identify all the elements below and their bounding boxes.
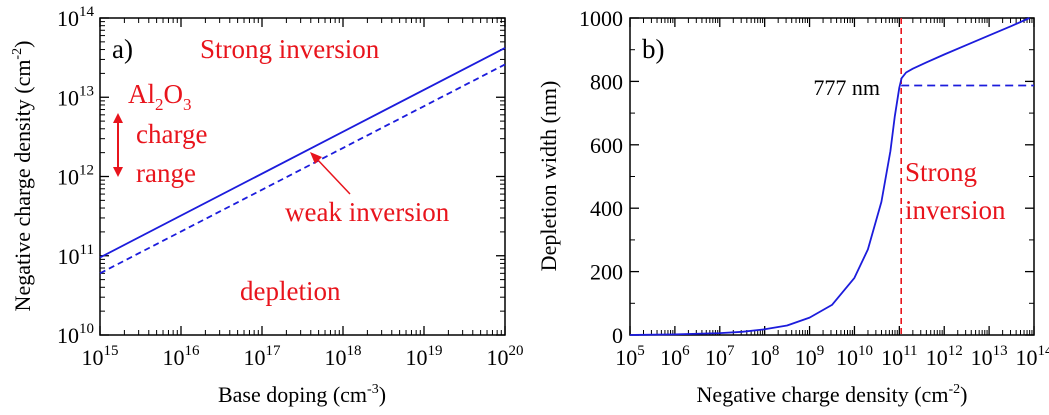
- annotation-inversion: inversion: [905, 195, 1006, 225]
- y-tick-label-a: 1012: [57, 163, 94, 190]
- x-tick-label-a: 1016: [163, 343, 201, 370]
- x-tick-label-b: 109: [795, 343, 825, 370]
- y-tick-label-b: 1000: [579, 6, 623, 31]
- series-group-b: [629, 17, 1034, 336]
- panel-a: 1015 1016 1017 1018 1019 1020 101010111012101…: [10, 4, 524, 407]
- y-axis-ticks-a: 1010 1011 1012 1013 1014: [57, 4, 505, 348]
- y-tick-label-a: 1014: [57, 4, 95, 31]
- panel-label-b: b): [642, 34, 665, 64]
- annotation-strong: Strong: [905, 157, 977, 187]
- x-tick-label-a: 1015: [82, 343, 119, 370]
- y-tick-label-a: 1010: [57, 321, 94, 348]
- y-axis-label-a: Negative charge density (cm-2): [10, 41, 35, 312]
- y-tick-label-a: 1011: [58, 242, 94, 269]
- x-tick-label-a: 1019: [406, 343, 443, 370]
- y-axis-ticks-b: 0 200 400 600 800 1000: [579, 6, 1034, 348]
- x-tick-label-b: 1011: [881, 343, 917, 370]
- y-axis-label-b: Depletion width (nm): [536, 81, 561, 272]
- panel-label-a: a): [112, 34, 133, 64]
- x-tick-label-b: 107: [705, 343, 735, 370]
- annotation-depletion: depletion: [240, 276, 341, 306]
- x-tick-label-b: 106: [660, 343, 690, 370]
- x-axis-ticks-a: 1015 1016 1017 1018 1019 1020: [82, 18, 524, 370]
- x-axis-label-a: Base doping (cm-3): [218, 382, 386, 407]
- series-line-dashed: [99, 63, 506, 275]
- y-tick-label-a: 1013: [57, 83, 94, 110]
- x-tick-label-b: 1013: [971, 343, 1008, 370]
- x-tick-label-a: 1017: [244, 343, 282, 370]
- y-tick-label-b: 400: [590, 196, 623, 221]
- annotation-range: range: [136, 158, 196, 188]
- annotation-strong-inversion: Strong inversion: [200, 34, 380, 64]
- x-tick-label-b: 105: [615, 343, 645, 370]
- annotation-777-nm: 777 nm: [813, 75, 880, 100]
- y-tick-label-b: 0: [612, 323, 623, 348]
- x-tick-label-b: 1012: [926, 343, 963, 370]
- y-tick-label-b: 200: [590, 260, 623, 285]
- y-tick-label-b: 600: [590, 133, 623, 158]
- annotation-charge: charge: [136, 119, 207, 149]
- series-line-depletion-width: [629, 17, 1030, 336]
- x-tick-label-a: 1020: [487, 343, 524, 370]
- panel-b: 105 106 107 108 109 1010 1011 1012 1013 1014 0 200…: [536, 6, 1049, 407]
- x-tick-label-b: 1010: [836, 343, 873, 370]
- x-tick-label-a: 1018: [325, 343, 362, 370]
- weak-inversion-arrow: [310, 152, 351, 195]
- x-tick-label-b: 1014: [1016, 343, 1049, 370]
- y-tick-label-b: 800: [590, 69, 623, 94]
- x-axis-ticks-b: 105 106 107 108 109 1010 1011 1012 1013 1014: [615, 18, 1049, 370]
- x-tick-label-b: 108: [750, 343, 780, 370]
- charge-range-double-arrow: [113, 113, 123, 177]
- annotation-weak-inversion: weak inversion: [285, 197, 450, 227]
- annotation-al2o3: Al2O3: [128, 79, 192, 114]
- series-line-solid: [99, 47, 506, 259]
- series-group-a: [99, 47, 506, 275]
- x-axis-label-b: Negative charge density (cm-2): [697, 382, 968, 407]
